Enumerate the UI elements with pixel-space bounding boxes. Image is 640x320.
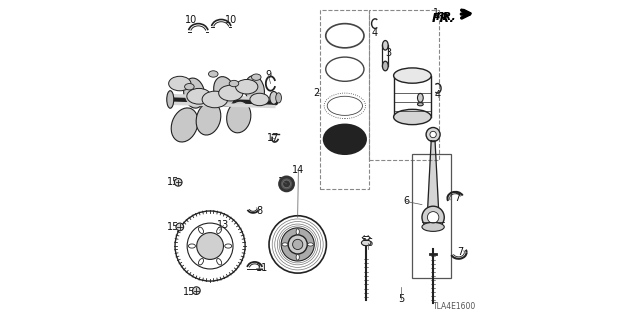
Ellipse shape — [383, 41, 388, 50]
Text: 6: 6 — [403, 196, 409, 206]
Ellipse shape — [362, 240, 371, 246]
Text: 7: 7 — [457, 247, 463, 257]
Ellipse shape — [214, 76, 235, 106]
Ellipse shape — [417, 103, 423, 106]
Bar — [369, 10, 440, 160]
Ellipse shape — [383, 61, 388, 71]
Ellipse shape — [276, 93, 282, 103]
Text: 11: 11 — [255, 263, 268, 273]
Ellipse shape — [417, 93, 423, 102]
Text: 15: 15 — [183, 287, 196, 297]
Circle shape — [281, 228, 314, 261]
Circle shape — [292, 239, 303, 250]
Text: 5: 5 — [398, 293, 404, 304]
Ellipse shape — [187, 88, 211, 104]
Text: TLA4E1600: TLA4E1600 — [433, 302, 476, 311]
Ellipse shape — [198, 227, 204, 234]
Circle shape — [288, 235, 307, 254]
Circle shape — [430, 131, 436, 138]
Ellipse shape — [229, 80, 239, 87]
Text: 7: 7 — [454, 193, 460, 203]
Polygon shape — [428, 141, 439, 214]
Text: FR.: FR. — [431, 12, 454, 25]
Ellipse shape — [167, 91, 173, 108]
Ellipse shape — [198, 259, 204, 265]
Circle shape — [426, 127, 440, 141]
Bar — [320, 10, 369, 189]
Ellipse shape — [209, 71, 218, 77]
Ellipse shape — [308, 243, 314, 246]
Ellipse shape — [202, 91, 228, 108]
Text: 17: 17 — [268, 133, 280, 143]
Ellipse shape — [296, 229, 300, 235]
Circle shape — [196, 233, 223, 260]
Text: 13: 13 — [218, 220, 230, 230]
Text: 15: 15 — [167, 222, 180, 232]
Ellipse shape — [394, 68, 431, 83]
Ellipse shape — [219, 85, 243, 101]
Ellipse shape — [196, 102, 221, 135]
Ellipse shape — [169, 76, 191, 91]
Text: 4: 4 — [372, 28, 378, 37]
Text: 14: 14 — [292, 164, 305, 174]
Bar — [412, 154, 451, 278]
Text: 1: 1 — [433, 8, 439, 18]
Ellipse shape — [296, 254, 300, 260]
Ellipse shape — [188, 244, 195, 248]
Ellipse shape — [282, 243, 288, 246]
Text: 9: 9 — [265, 70, 271, 80]
Ellipse shape — [171, 108, 198, 142]
Text: 16: 16 — [362, 238, 374, 248]
Circle shape — [280, 177, 294, 191]
Ellipse shape — [217, 259, 221, 265]
Text: 12: 12 — [278, 177, 291, 187]
Ellipse shape — [227, 101, 251, 133]
Circle shape — [174, 179, 182, 186]
Text: 3: 3 — [385, 48, 392, 58]
Ellipse shape — [394, 109, 431, 124]
Ellipse shape — [225, 244, 232, 248]
Text: 10: 10 — [225, 15, 237, 26]
Circle shape — [283, 180, 291, 188]
Circle shape — [422, 206, 444, 228]
Ellipse shape — [252, 74, 261, 80]
Ellipse shape — [236, 79, 258, 94]
Circle shape — [428, 212, 439, 223]
Circle shape — [193, 287, 200, 294]
Ellipse shape — [250, 93, 269, 106]
Ellipse shape — [270, 92, 278, 104]
Text: 10: 10 — [185, 15, 197, 26]
Ellipse shape — [324, 125, 365, 154]
Text: 2: 2 — [313, 88, 319, 98]
Text: 4: 4 — [435, 90, 441, 100]
Text: 15: 15 — [167, 177, 180, 187]
Text: FR.: FR. — [435, 12, 456, 22]
Ellipse shape — [184, 84, 194, 90]
Circle shape — [176, 223, 184, 231]
Text: 8: 8 — [257, 206, 262, 216]
Ellipse shape — [184, 78, 205, 108]
Ellipse shape — [245, 76, 264, 104]
Ellipse shape — [217, 227, 221, 234]
Ellipse shape — [422, 222, 444, 231]
